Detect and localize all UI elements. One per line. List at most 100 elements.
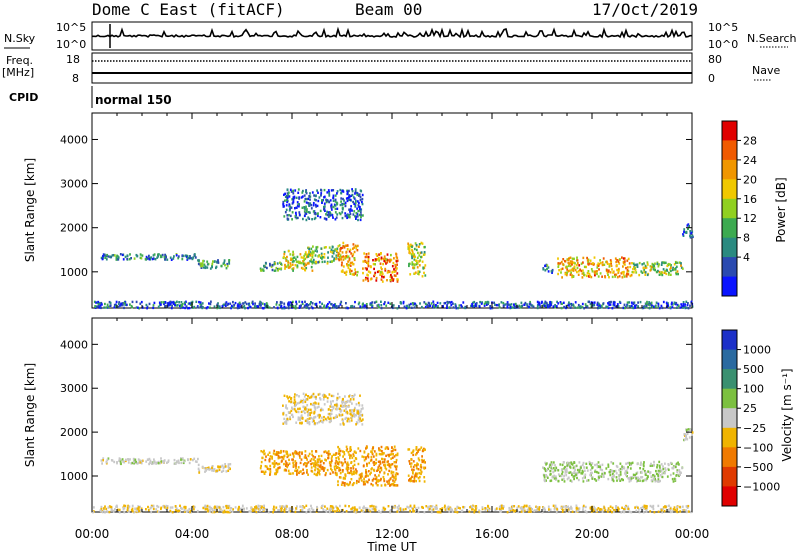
echo-cell xyxy=(227,506,230,510)
echo-cell xyxy=(573,257,575,260)
echo-cell xyxy=(338,414,341,417)
echo-cell xyxy=(274,453,277,456)
echo-cell xyxy=(224,264,226,267)
echo-cell xyxy=(339,453,341,457)
echo-cell xyxy=(241,507,244,510)
echo-cell xyxy=(472,304,475,308)
echo-cell xyxy=(487,509,489,512)
echo-cell xyxy=(628,262,631,265)
echo-cell xyxy=(289,416,291,419)
echo-cell xyxy=(354,205,357,208)
echo-cell xyxy=(365,456,367,459)
echo-cell xyxy=(417,468,420,471)
echo-cell xyxy=(352,213,355,216)
echo-cell xyxy=(589,506,592,509)
echo-cell xyxy=(639,463,642,466)
echo-cell xyxy=(375,253,378,256)
echo-cell xyxy=(328,417,331,420)
echo-cell xyxy=(238,305,240,308)
echo-cell xyxy=(253,304,256,308)
echo-cell xyxy=(396,263,398,266)
colorbar-swatch xyxy=(722,257,737,277)
echo-cell xyxy=(388,260,391,263)
echo-cell xyxy=(122,508,125,511)
echo-cell xyxy=(131,510,134,513)
echo-cell xyxy=(516,506,519,509)
echo-cell xyxy=(350,194,353,197)
echo-cell xyxy=(277,457,280,460)
echo-cell xyxy=(571,463,574,466)
echo-cell xyxy=(348,263,350,267)
echo-cell xyxy=(226,264,229,268)
echo-cell xyxy=(327,211,330,214)
echo-cell xyxy=(102,457,105,460)
echo-cell xyxy=(360,215,362,219)
echo-cell xyxy=(389,453,391,456)
echo-cell xyxy=(360,190,363,193)
echo-cell xyxy=(411,254,413,258)
echo-cell xyxy=(378,256,380,260)
echo-cell xyxy=(636,263,639,266)
echo-cell xyxy=(420,470,423,474)
echo-cell xyxy=(286,255,288,259)
echo-cell xyxy=(354,268,356,271)
echo-cell xyxy=(338,258,341,262)
echo-cell xyxy=(282,200,285,204)
echo-cell xyxy=(685,306,688,309)
echo-cell xyxy=(331,214,334,217)
echo-cell xyxy=(542,268,545,271)
echo-cell xyxy=(299,261,301,264)
echo-cell xyxy=(423,251,426,254)
echo-cell xyxy=(375,258,378,261)
echo-cell xyxy=(320,506,323,509)
echo-cell xyxy=(181,254,184,258)
echo-cell xyxy=(625,462,627,465)
echo-cell xyxy=(459,507,461,510)
colorbar-tick-label: 28 xyxy=(743,134,757,147)
echo-cell xyxy=(576,270,578,274)
echo-cell xyxy=(581,477,584,480)
echo-cell xyxy=(428,507,431,511)
echo-cell xyxy=(332,471,334,474)
echo-cell xyxy=(152,304,155,307)
echo-cell xyxy=(285,406,287,409)
echo-cell xyxy=(343,453,346,456)
echo-cell xyxy=(351,395,354,399)
echo-cell xyxy=(412,453,415,457)
echo-cell xyxy=(321,421,324,424)
echo-cell xyxy=(297,203,300,206)
echo-cell xyxy=(340,300,343,304)
echo-cell xyxy=(326,191,329,194)
echo-cell xyxy=(302,263,305,266)
echo-cell xyxy=(352,454,355,458)
echo-cell xyxy=(346,213,349,217)
echo-cell xyxy=(417,477,420,480)
echo-cell xyxy=(480,302,483,305)
echo-cell xyxy=(598,476,600,479)
echo-cell xyxy=(140,507,143,510)
echo-cell xyxy=(374,507,376,511)
echo-cell xyxy=(289,411,291,414)
echo-cell xyxy=(637,506,639,509)
echo-cell xyxy=(291,211,294,214)
echo-cell xyxy=(408,305,411,308)
echo-cell xyxy=(413,478,416,481)
echo-cell xyxy=(148,302,151,306)
echo-cell xyxy=(631,262,633,265)
echo-cell xyxy=(618,275,621,278)
echo-cell xyxy=(372,259,374,262)
echo-cell xyxy=(327,302,329,306)
echo-cell xyxy=(418,472,421,475)
echo-cell xyxy=(583,466,586,469)
echo-cell xyxy=(606,269,608,272)
echo-cell xyxy=(333,306,336,309)
echo-cell xyxy=(206,467,209,471)
echo-cell xyxy=(417,270,420,273)
echo-cell xyxy=(314,249,317,252)
echo-cell xyxy=(217,261,220,264)
echo-cell xyxy=(115,505,117,508)
echo-cell xyxy=(607,306,610,310)
echo-cell xyxy=(292,464,295,467)
echo-cell xyxy=(576,471,579,475)
echo-cell xyxy=(333,257,336,260)
